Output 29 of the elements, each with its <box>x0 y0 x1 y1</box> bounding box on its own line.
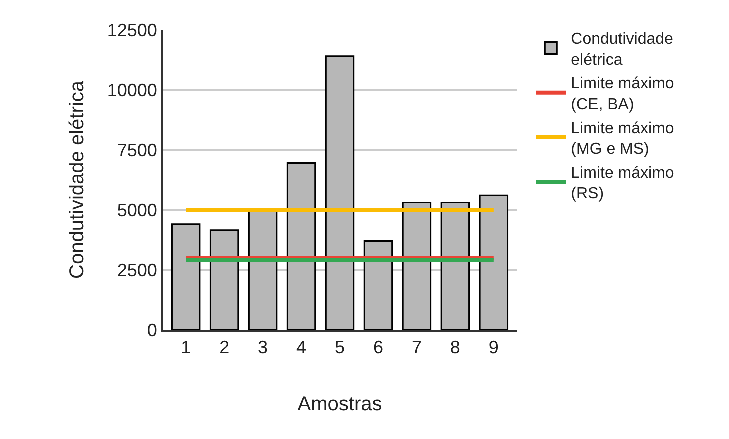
y-tick-label: 2500 <box>117 260 158 280</box>
legend-label: Condutividade elétrica <box>571 31 674 69</box>
x-tick-label: 6 <box>373 338 384 358</box>
x-tick-label: 9 <box>488 338 499 358</box>
x-tick-label: 4 <box>296 338 307 358</box>
x-tick-label: 2 <box>220 338 230 358</box>
x-tick-label: 1 <box>181 338 192 358</box>
y-tick-label: 12500 <box>107 20 158 40</box>
x-tick-label: 3 <box>258 338 268 358</box>
y-tick-label: 7500 <box>117 140 158 160</box>
x-axis-title: Amostras <box>298 394 382 416</box>
bar <box>440 202 470 330</box>
bar <box>402 202 432 330</box>
bar <box>325 56 355 330</box>
legend-label: Limite máximo (CE, BA) <box>571 76 674 114</box>
bar <box>286 162 316 330</box>
y-axis-title: Condutividade elétrica <box>66 80 88 279</box>
y-tick-label: 0 <box>147 320 158 340</box>
x-tick-label: 5 <box>334 338 346 358</box>
legend-label: Limite máximo (RS) <box>571 164 674 203</box>
bar <box>479 194 509 330</box>
legend-label: Limite máximo (MG e MS) <box>571 120 674 158</box>
bar <box>171 224 201 330</box>
y-tick-label: 10000 <box>107 80 158 100</box>
x-tick-label: 8 <box>450 338 460 358</box>
y-tick-label: 5000 <box>117 200 158 220</box>
bar <box>210 230 240 330</box>
bar <box>364 240 394 330</box>
x-tick-label: 7 <box>412 338 422 358</box>
